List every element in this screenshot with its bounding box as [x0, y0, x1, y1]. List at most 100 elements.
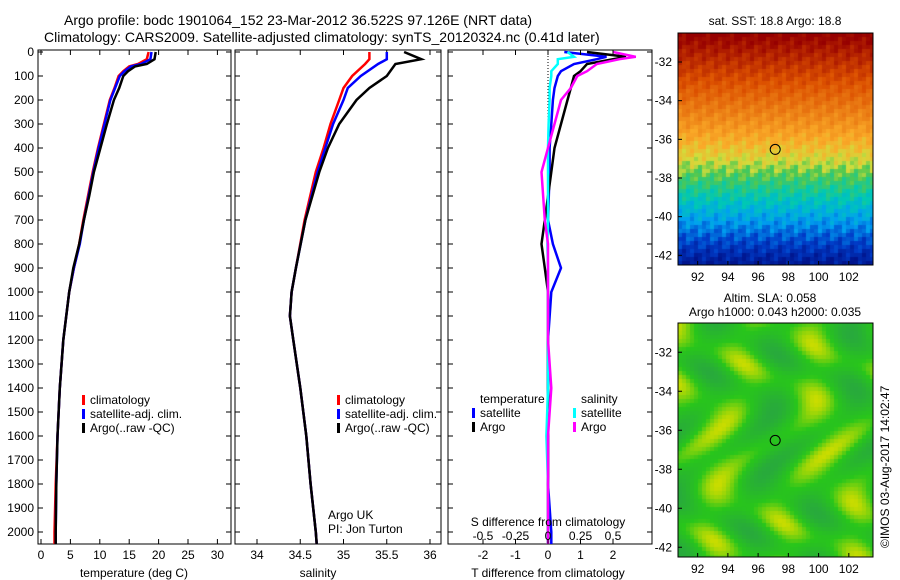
sla-map-argo-marker: [769, 434, 781, 446]
t-difference-xtick-label: 1: [577, 548, 584, 562]
sla-map-ytick-label: -38: [655, 462, 673, 476]
difference-panel-frame: [447, 49, 653, 545]
sla-map-ytick-label: -42: [655, 540, 673, 554]
sst-map-ytick-label: -32: [655, 55, 673, 69]
sla-map-xtick-label: 98: [782, 562, 796, 576]
temperature-xtick-label: 20: [152, 548, 166, 562]
s-difference-tick-label: 0.25: [569, 529, 593, 543]
temperature-xtick-label: 25: [181, 548, 195, 562]
depth-tick-label: 0: [27, 45, 34, 59]
depth-tick-label: 1600: [7, 429, 34, 443]
sla-map-ytick-label: -34: [655, 384, 673, 398]
difference-legend-label: satellite: [581, 406, 622, 420]
sla-map-subtitle: Argo h1000: 0.043 h2000: 0.035: [689, 305, 861, 319]
temperature-legend-label: climatology: [90, 393, 150, 407]
salinity-xtick-label: 34.5: [289, 548, 313, 562]
depth-tick-label: 500: [14, 165, 34, 179]
sst-map-xtick-label: 96: [751, 270, 765, 284]
sla-map-xtick-label: 94: [721, 562, 735, 576]
difference-line-s-satellite: [545, 50, 578, 544]
sst-map-xtick-label: 98: [782, 270, 796, 284]
temperature-line-satellite-adj-clim-: [54, 51, 153, 544]
temperature-legend-swatch: [82, 409, 85, 419]
t-difference-xtick-label: 0: [545, 548, 552, 562]
difference-line-t-satellite: [546, 50, 607, 544]
temperature-xtick-label: 15: [123, 548, 137, 562]
salinity-legend-label: Argo(..raw -QC): [345, 421, 430, 435]
temperature-xtick-label: 10: [93, 548, 107, 562]
depth-tick-label: 400: [14, 141, 34, 155]
temperature-legend-swatch: [82, 423, 85, 433]
temperature-legend-label: satellite-adj. clim.: [90, 407, 182, 421]
salinity-panel-frame: [234, 49, 442, 545]
salinity-xtick-label: 35: [337, 548, 351, 562]
sst-map-xtick-label: 102: [839, 270, 859, 284]
imos-credit: ©IMOS 03-Aug-2017 14:02:47: [878, 385, 892, 548]
sla-map-ytick-label: -36: [655, 423, 673, 437]
s-difference-tick-label: 0.5: [605, 529, 622, 543]
salinity-legend-label: satellite-adj. clim.: [345, 407, 437, 421]
difference-legend-swatch: [472, 422, 475, 432]
temperature-xtick-label: 5: [67, 548, 74, 562]
salinity-legend-swatch: [337, 395, 340, 405]
sst-map-ytick-label: -34: [655, 94, 673, 108]
depth-tick-label: 300: [14, 117, 34, 131]
sst-map-frame: [677, 32, 874, 266]
t-difference-xtick-label: -2: [478, 548, 489, 562]
depth-tick-label: 1700: [7, 453, 34, 467]
sla-map-xtick-label: 96: [751, 562, 765, 576]
temperature-line-argo-raw-qc-: [54, 51, 157, 544]
depth-tick-label: 1400: [7, 381, 34, 395]
salinity-xtick-label: 36: [423, 548, 437, 562]
difference-legend-title: temperature: [480, 392, 545, 406]
sst-map-ytick-label: -36: [655, 132, 673, 146]
difference-legend-swatch: [573, 422, 576, 432]
sla-map-ytick-label: -40: [655, 501, 673, 515]
temperature-xtick-label: 0: [38, 548, 45, 562]
depth-tick-label: 200: [14, 93, 34, 107]
difference-legend-title: salinity: [581, 392, 618, 406]
depth-tick-label: 800: [14, 237, 34, 251]
t-difference-axis-label: T difference from climatology: [471, 566, 625, 580]
sla-map-xtick-label: 100: [809, 562, 829, 576]
sst-map-argo-marker: [769, 143, 781, 155]
sla-map-ytick-label: -32: [655, 345, 673, 359]
sst-map-ytick-label: -42: [655, 248, 673, 262]
depth-tick-label: 2000: [7, 525, 34, 539]
sst-map-ytick-label: -40: [655, 210, 673, 224]
title-line-1: Argo profile: bodc 1901064_152 23-Mar-20…: [64, 12, 533, 28]
depth-tick-label: 1800: [7, 477, 34, 491]
sst-map-xtick-label: 94: [721, 270, 735, 284]
sst-map-xtick-label: 100: [809, 270, 829, 284]
salinity-legend-swatch: [337, 423, 340, 433]
sla-map-image: [678, 323, 873, 557]
sla-map-xtick-label: 92: [691, 562, 705, 576]
sst-map-xtick-label: 92: [691, 270, 705, 284]
salinity-legend-swatch: [337, 409, 340, 419]
depth-tick-label: 1200: [7, 333, 34, 347]
t-difference-xtick-label: -1: [510, 548, 521, 562]
depth-tick-label: 1900: [7, 501, 34, 515]
pi-name: PI: Jon Turton: [328, 522, 403, 536]
t-difference-xtick-label: 2: [610, 548, 617, 562]
depth-tick-label: 700: [14, 213, 34, 227]
difference-legend-swatch: [472, 408, 475, 418]
s-difference-tick-label: -0.25: [502, 529, 530, 543]
salinity-line-climatology: [288, 52, 371, 545]
temperature-panel-frame: [37, 49, 232, 545]
difference-line-s-argo: [540, 50, 637, 544]
sla-map-xtick-label: 102: [839, 562, 859, 576]
s-difference-axis-label: S difference from climatology: [471, 515, 626, 529]
depth-tick-label: 1500: [7, 405, 34, 419]
salinity-xtick-label: 34: [250, 548, 264, 562]
temperature-legend-swatch: [82, 395, 85, 405]
temperature-xtick-label: 30: [211, 548, 225, 562]
salinity-line-argo-raw-qc-: [288, 50, 426, 545]
depth-tick-label: 900: [14, 261, 34, 275]
sst-map-image: [678, 33, 873, 265]
temperature-axis-label: temperature (deg C): [80, 566, 188, 580]
sla-map-frame: [677, 322, 874, 558]
depth-tick-label: 100: [14, 69, 34, 83]
difference-legend-swatch: [573, 408, 576, 418]
